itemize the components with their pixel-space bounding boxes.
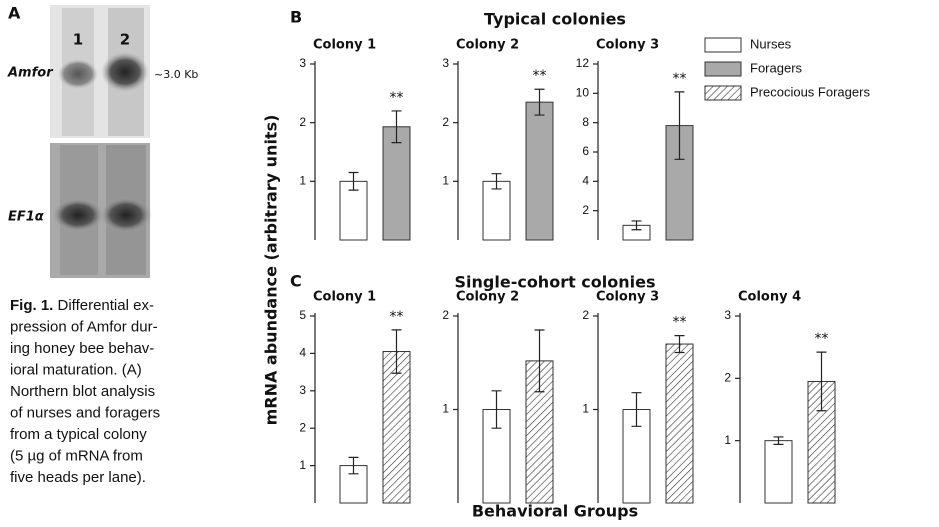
- chart-title: Colony 1: [313, 38, 376, 53]
- y-tick-label: 1: [442, 402, 449, 416]
- bar: [526, 102, 553, 240]
- legend-swatch: [705, 38, 741, 52]
- size-label: ~3.0 Kb: [154, 68, 198, 81]
- chart-title: Colony 3: [596, 38, 659, 53]
- y-tick-label: 4: [582, 174, 589, 188]
- bar: [666, 344, 693, 503]
- chart-title: Colony 2: [456, 290, 519, 305]
- bar: [765, 441, 792, 503]
- caption-label: Fig. 1.: [10, 297, 53, 314]
- legend-label: Precocious Foragers: [750, 84, 870, 99]
- chart-title: Colony 4: [738, 290, 801, 305]
- caption: pression of Amfor dur-ing honey bee beha…: [10, 318, 160, 486]
- y-tick-label: 2: [582, 203, 589, 217]
- y-tick-label: 3: [299, 383, 306, 397]
- y-tick-label: 1: [442, 174, 449, 188]
- caption-line: ing honey bee behav-: [10, 340, 154, 357]
- y-tick-label: 1: [299, 458, 306, 472]
- y-tick-label: 4: [299, 346, 306, 360]
- y-axis-label: mRNA abundance (arbitrary units): [262, 115, 281, 426]
- chart-title: Colony 1: [313, 290, 376, 305]
- bar: [483, 181, 510, 240]
- caption-line: from a typical colony: [10, 426, 147, 443]
- legend: Nurses Foragers Precocious Foragers: [705, 36, 870, 100]
- y-tick-label: 1: [724, 433, 731, 447]
- figure: A 1 2 Amfor ~3.0 Kb EF1α Fig. 1. Differe…: [0, 0, 939, 523]
- caption-line: ioral maturation. (A): [10, 361, 142, 378]
- caption-line: (5 µg of mRNA from: [10, 447, 143, 464]
- y-tick-label: 5: [299, 308, 306, 322]
- y-tick-label: 1: [299, 174, 306, 188]
- bar: [383, 127, 410, 240]
- caption-line: pression of Amfor dur-: [10, 318, 158, 335]
- y-tick-label: 2: [724, 371, 731, 385]
- significance: **: [390, 309, 404, 325]
- y-tick-label: 3: [724, 308, 731, 322]
- y-tick-label: 2: [299, 420, 306, 434]
- y-tick-label: 2: [442, 308, 449, 322]
- y-tick-label: 3: [299, 56, 306, 70]
- caption-line: of nurses and foragers: [10, 404, 160, 421]
- lane-label: 2: [120, 31, 130, 49]
- significance: **: [533, 68, 547, 84]
- y-tick-label: 12: [576, 56, 590, 70]
- significance: **: [673, 315, 687, 331]
- significance: **: [390, 90, 404, 106]
- probe-label: EF1α: [8, 210, 44, 225]
- y-tick-label: 10: [576, 86, 590, 100]
- y-tick-label: 8: [582, 115, 589, 129]
- caption-line: Northern blot analysis: [10, 383, 155, 400]
- caption-line: Fig. 1. Differential ex-: [10, 297, 154, 314]
- legend-swatch: [705, 62, 741, 76]
- chart-title: Colony 2: [456, 38, 519, 53]
- y-tick-label: 1: [582, 402, 589, 416]
- bar: [383, 352, 410, 503]
- significance: **: [673, 71, 687, 87]
- significance: **: [815, 331, 829, 347]
- panel-label: A: [8, 4, 21, 23]
- y-tick-label: 6: [582, 144, 589, 158]
- caption-line: five heads per lane).: [10, 469, 146, 486]
- caption-text: Differential ex-: [53, 297, 154, 314]
- y-tick-label: 2: [582, 308, 589, 322]
- blot: [50, 5, 152, 278]
- panel-label: C: [290, 272, 302, 291]
- legend-label: Nurses: [750, 36, 792, 51]
- lane-label: 1: [73, 31, 83, 49]
- panel-title: Typical colonies: [484, 10, 626, 29]
- x-axis-label: Behavioral Groups: [472, 502, 638, 521]
- y-tick-label: 2: [442, 115, 449, 129]
- y-tick-label: 3: [442, 56, 449, 70]
- legend-label: Foragers: [750, 60, 803, 75]
- y-tick-label: 2: [299, 115, 306, 129]
- panel-label: B: [290, 8, 302, 27]
- probe-label: Amfor: [7, 66, 54, 81]
- legend-swatch: [705, 86, 741, 100]
- chart-title: Colony 3: [596, 290, 659, 305]
